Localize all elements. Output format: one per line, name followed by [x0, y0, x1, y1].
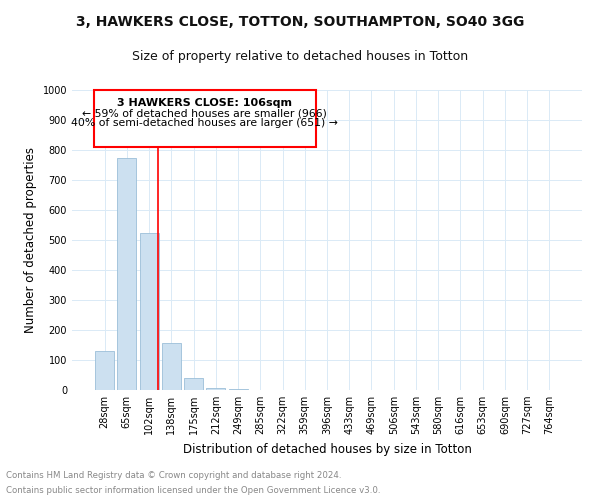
Y-axis label: Number of detached properties: Number of detached properties	[24, 147, 37, 333]
FancyBboxPatch shape	[94, 90, 316, 147]
Bar	[162, 342, 181, 390]
Text: 40% of semi-detached houses are larger (651) →: 40% of semi-detached houses are larger (…	[71, 118, 338, 128]
Bar	[206, 388, 225, 390]
Bar	[184, 378, 203, 390]
Bar	[118, 158, 136, 390]
Text: ← 59% of detached houses are smaller (966): ← 59% of detached houses are smaller (96…	[82, 108, 327, 118]
Text: Contains HM Land Registry data © Crown copyright and database right 2024.: Contains HM Land Registry data © Crown c…	[6, 471, 341, 480]
Text: Size of property relative to detached houses in Totton: Size of property relative to detached ho…	[132, 50, 468, 63]
Text: Contains public sector information licensed under the Open Government Licence v3: Contains public sector information licen…	[6, 486, 380, 495]
Text: 3, HAWKERS CLOSE, TOTTON, SOUTHAMPTON, SO40 3GG: 3, HAWKERS CLOSE, TOTTON, SOUTHAMPTON, S…	[76, 15, 524, 29]
Bar	[140, 232, 158, 390]
Text: 3 HAWKERS CLOSE: 106sqm: 3 HAWKERS CLOSE: 106sqm	[117, 98, 292, 108]
X-axis label: Distribution of detached houses by size in Totton: Distribution of detached houses by size …	[182, 442, 472, 456]
Bar	[95, 351, 114, 390]
